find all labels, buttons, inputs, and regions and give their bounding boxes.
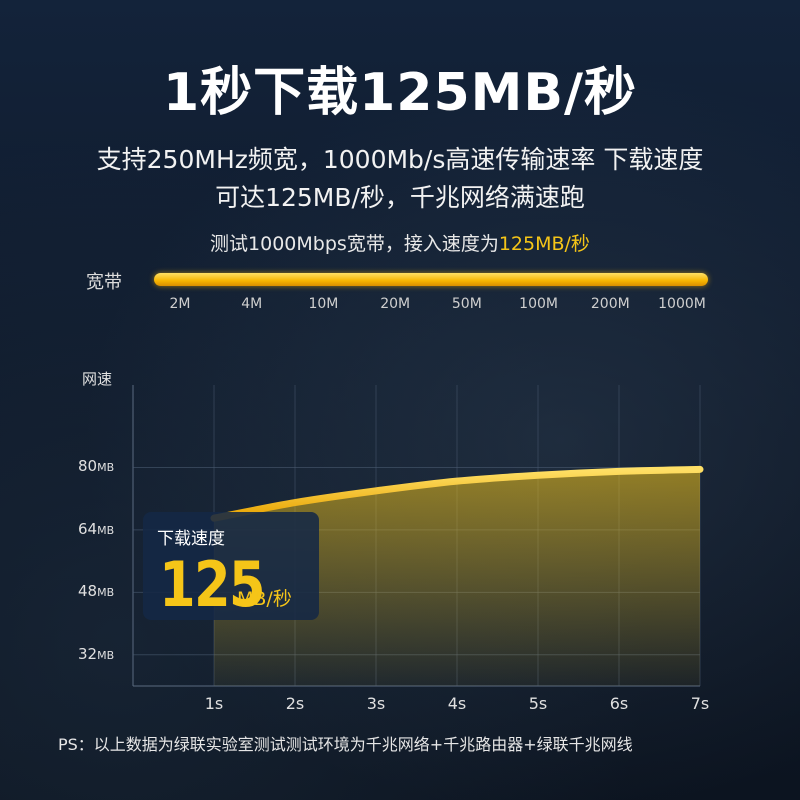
bandwidth-tick: 50M (451, 296, 482, 312)
y-tick-unit: MB (97, 648, 115, 662)
bandwidth-tick: 20M (380, 296, 411, 312)
subtitle-line-2: 可达125MB/秒，千兆网络满速跑 (215, 183, 585, 212)
y-tick-label: 32MB (78, 645, 114, 663)
y-tick-unit: MB (97, 586, 115, 600)
y-tick-number: 80 (78, 457, 98, 476)
bandwidth-tick: 2M (169, 296, 191, 312)
subtitle-line-1: 支持250MHz频宽，1000Mb/s高速传输速率 下载速度 (96, 145, 704, 174)
x-tick-label: 4s (447, 694, 467, 713)
bandwidth-label: 宽带 (86, 272, 122, 293)
x-tick-label: 5s (528, 694, 548, 713)
bandwidth-tick: 10M (308, 296, 339, 312)
y-tick-number: 64 (78, 519, 98, 538)
x-tick-label: 2s (285, 694, 305, 713)
y-tick-label: 48MB (78, 582, 114, 600)
x-tick-label: 3s (366, 694, 386, 713)
page-title: 1秒下载125MB/秒 (162, 63, 638, 123)
test-text-highlight: 125MB/秒 (498, 233, 590, 255)
y-tick-unit: MB (97, 461, 115, 475)
bandwidth-bar (154, 273, 708, 286)
bandwidth-tick: 200M (590, 296, 630, 312)
y-tick-number: 32 (78, 644, 98, 663)
speed-card-unit: MB/秒 (237, 588, 292, 610)
footnote: PS：以上数据为绿联实验室测试测试环境为千兆网络+千兆路由器+绿联千兆网线 (58, 735, 633, 754)
bandwidth-tick: 4M (241, 296, 263, 312)
test-description: 测试1000Mbps宽带，接入速度为125MB/秒 (0, 229, 800, 256)
y-axis-title: 网速 (82, 370, 113, 388)
x-tick-label: 6s (609, 694, 629, 713)
test-text-prefix: 测试1000Mbps宽带，接入速度为 (210, 233, 499, 255)
bandwidth-tick: 1000M (658, 296, 706, 312)
speed-card-value: 125 (159, 548, 266, 621)
speed-card-label: 下载速度 (157, 529, 225, 549)
y-tick-number: 48 (78, 582, 98, 601)
x-tick-label: 1s (204, 694, 224, 713)
series-line (210, 465, 704, 522)
y-tick-label: 80MB (78, 457, 114, 475)
x-tick-label: 7s (690, 694, 710, 713)
y-tick-label: 64MB (78, 520, 114, 538)
series-area (214, 469, 700, 686)
y-tick-unit: MB (97, 523, 115, 537)
download-speed-card: 下载速度 125 MB/秒 (143, 512, 319, 621)
bandwidth-tick: 100M (519, 296, 558, 312)
